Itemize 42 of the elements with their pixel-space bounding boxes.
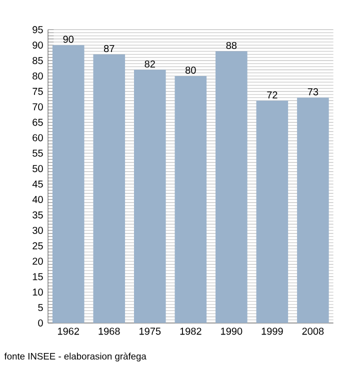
x-tick-label: 1968 [98, 328, 120, 335]
y-tick-label: 35 [32, 211, 43, 218]
y-tick-label: 60 [32, 134, 43, 142]
y-tick-label: 15 [32, 273, 43, 280]
y-tick-label: 20 [32, 258, 43, 265]
y-tick-label: 30 [32, 226, 43, 234]
bar [256, 100, 288, 323]
y-tick-label: 55 [32, 150, 43, 157]
x-tick-label: 1975 [140, 328, 161, 335]
y-tick-label: 65 [32, 118, 43, 126]
data-label: 72 [267, 91, 278, 98]
x-tick-label: 1999 [262, 328, 283, 335]
x-tick-label: 1962 [58, 328, 79, 335]
data-label: 87 [104, 45, 114, 52]
y-tick-label: 25 [32, 242, 43, 250]
y-tick-label: 75 [32, 88, 43, 95]
y-tick-label: 80 [32, 72, 43, 80]
data-label: 80 [186, 66, 196, 74]
source-note: fonte INSEE - elaborasion gràfega [4, 352, 146, 362]
bar [297, 98, 329, 323]
data-label: 73 [308, 88, 318, 96]
data-label: 82 [144, 60, 155, 68]
bar [52, 45, 84, 323]
bar [93, 54, 126, 323]
y-tick-label: 5 [38, 304, 43, 312]
x-tick-label: 2008 [302, 328, 324, 335]
bar [216, 51, 248, 323]
y-tick-label: 50 [32, 165, 43, 172]
x-tick-label: 1990 [221, 328, 242, 335]
y-tick-label: 70 [32, 103, 43, 110]
bar [174, 76, 207, 323]
y-tick-label: 45 [32, 180, 43, 188]
y-tick-label: 90 [32, 42, 43, 49]
y-tick-label: 40 [32, 196, 43, 204]
y-tick-label: 85 [32, 57, 43, 64]
bar [134, 70, 166, 323]
data-label: 88 [226, 42, 237, 50]
y-tick-label: 10 [32, 288, 43, 296]
y-tick-label: 0 [38, 319, 43, 327]
data-label: 90 [63, 36, 74, 43]
x-tick-label: 1982 [180, 328, 202, 335]
y-tick-label: 95 [32, 26, 43, 34]
